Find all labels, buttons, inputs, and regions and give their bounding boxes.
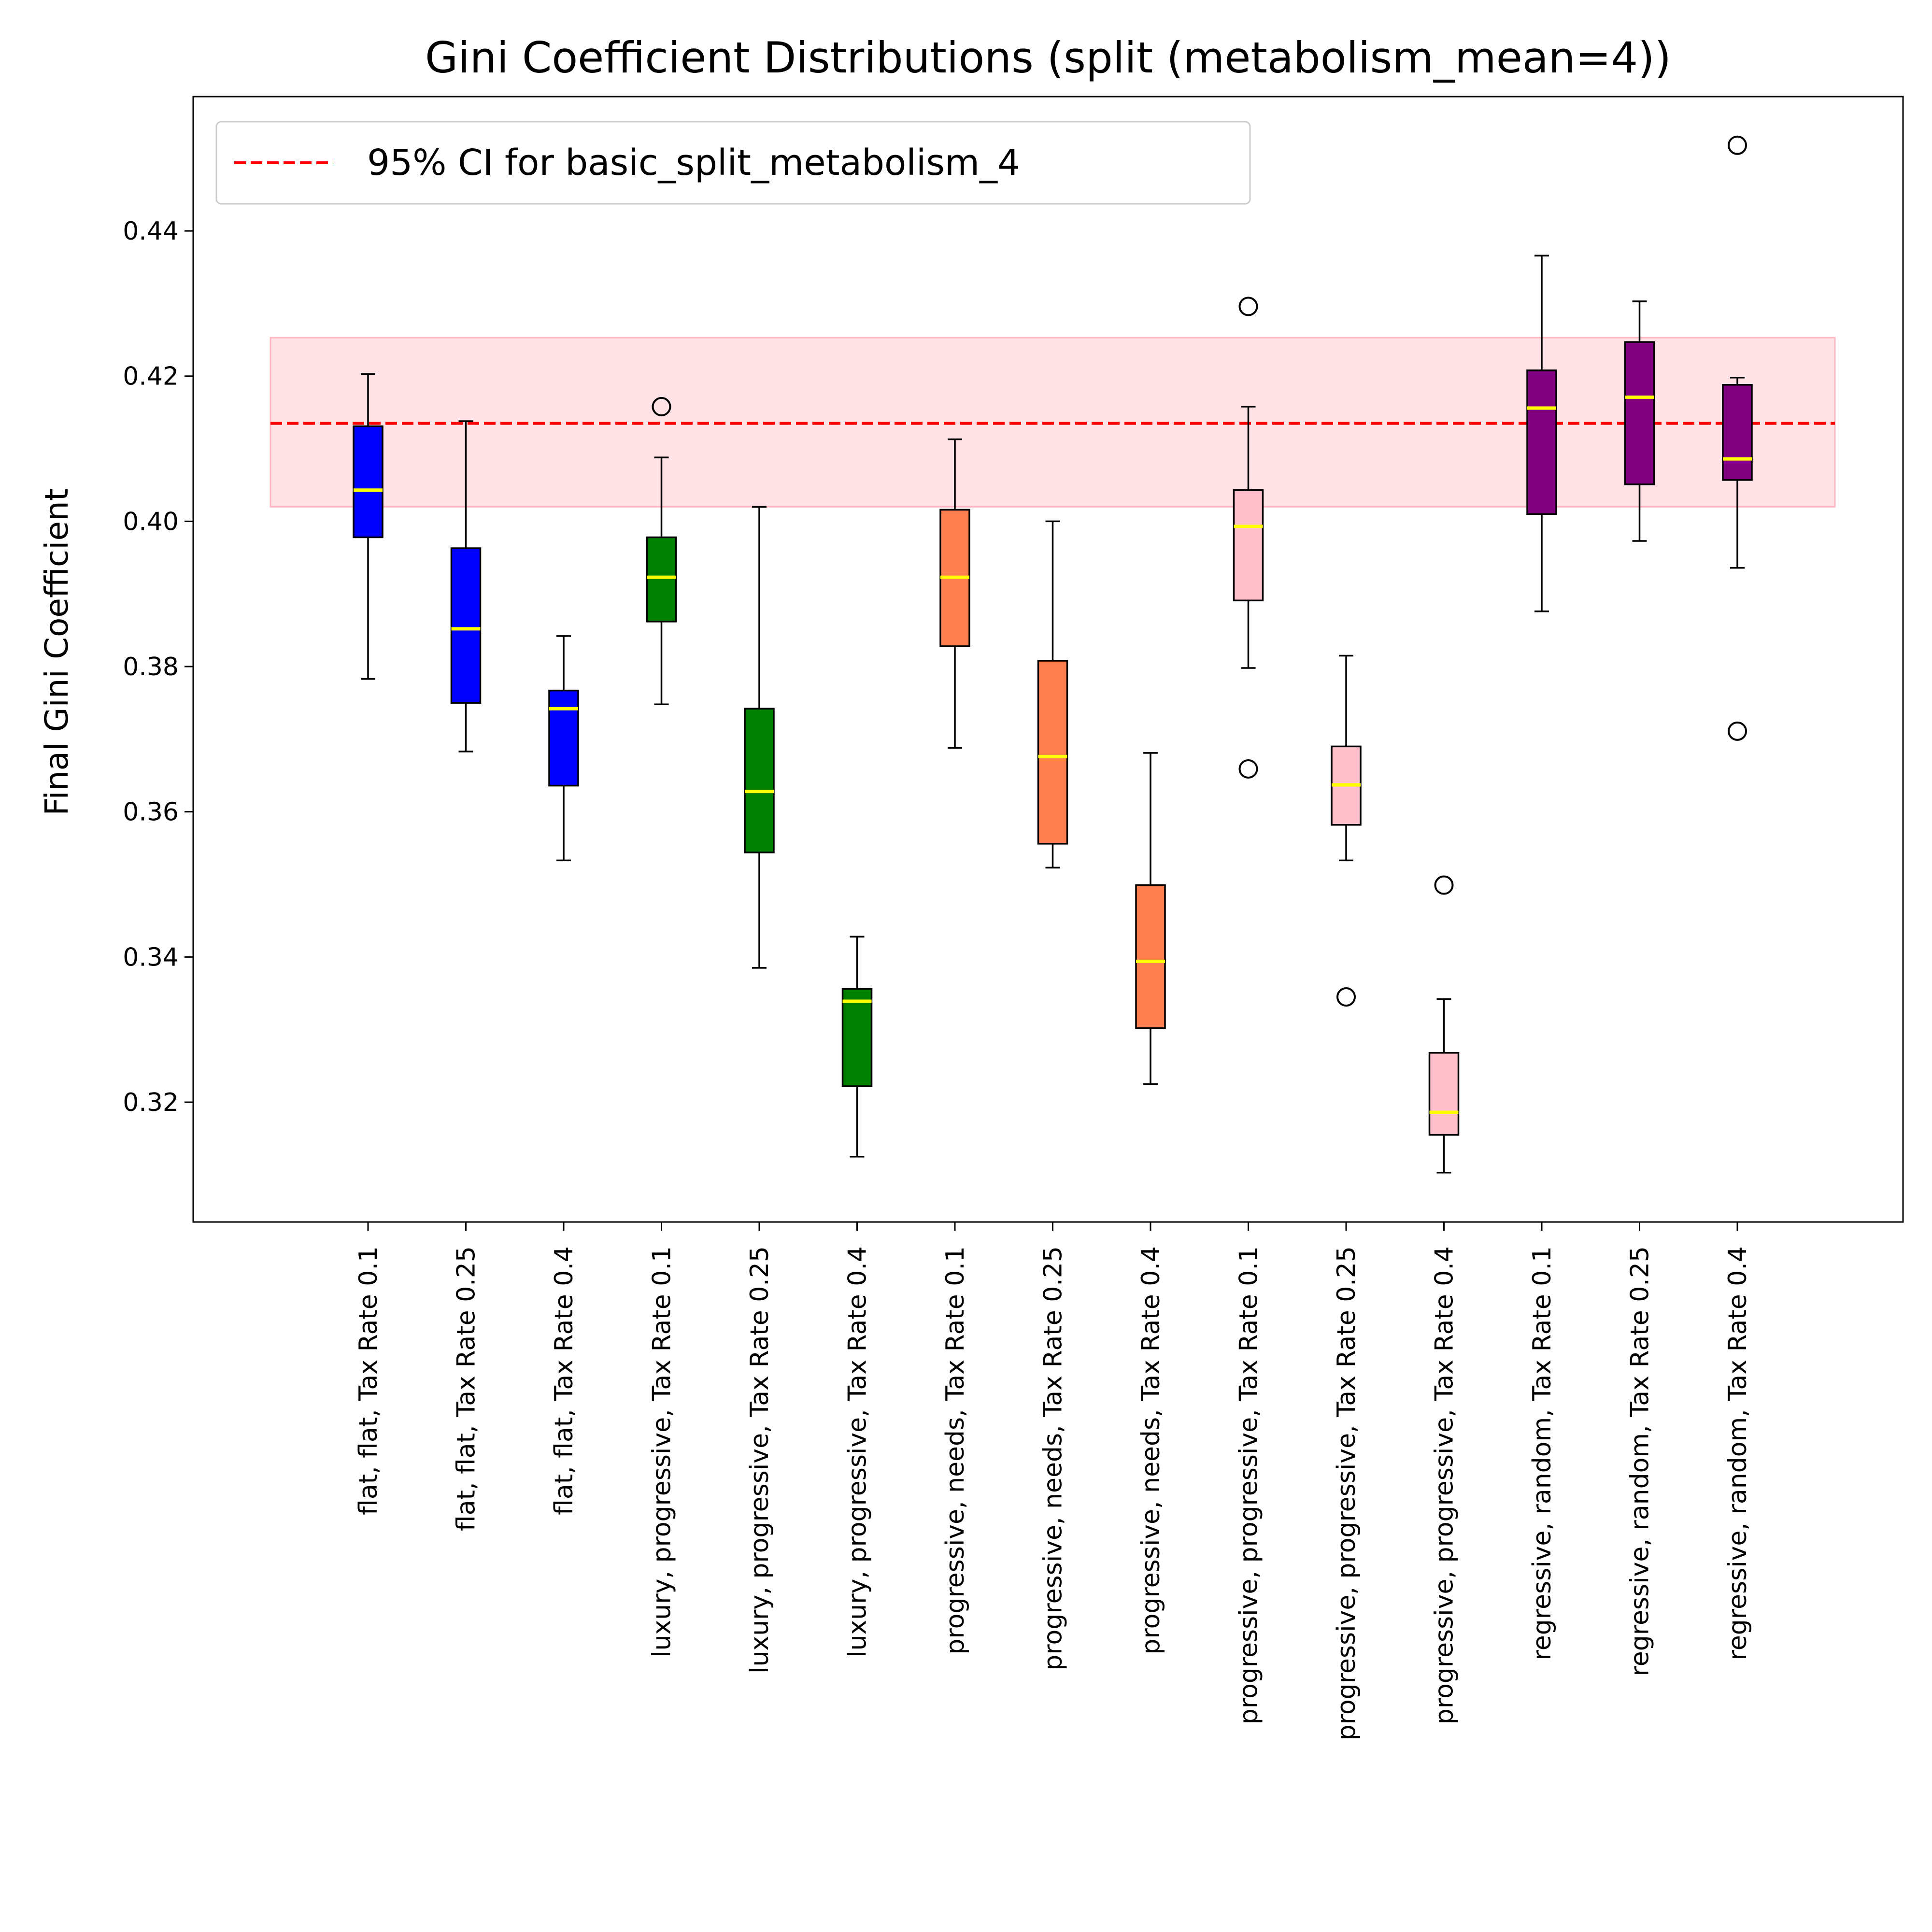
x-tick-label: regressive, random, Tax Rate 0.25 xyxy=(1626,1246,1655,1676)
box-group xyxy=(1526,255,1557,612)
x-tick-label: regressive, random, Tax Rate 0.4 xyxy=(1723,1246,1752,1660)
box-group xyxy=(1331,654,1362,1007)
box-body xyxy=(1526,369,1557,515)
y-tick-label: 0.32 xyxy=(123,1088,179,1117)
legend-frame xyxy=(215,121,1251,205)
box-group xyxy=(548,635,579,862)
x-axis: flat, flat, Tax Rate 0.1 flat, flat, Tax … xyxy=(354,1222,1752,1740)
x-tick-label: progressive, progressive, Tax Rate 0.4 xyxy=(1430,1246,1459,1724)
box-body xyxy=(450,547,482,704)
box-group xyxy=(1037,520,1068,869)
box-group xyxy=(646,397,677,705)
box-body xyxy=(1135,884,1166,1029)
box-body xyxy=(353,425,384,539)
y-tick-label: 0.40 xyxy=(123,507,179,536)
legend: 95% CI for basic_split_metabolism_4 xyxy=(215,121,1251,205)
box-body xyxy=(646,536,677,623)
box-body xyxy=(744,708,775,853)
y-tick-label: 0.36 xyxy=(123,798,179,827)
y-tick-label: 0.34 xyxy=(123,943,179,972)
x-tick-label: regressive, random, Tax Rate 0.1 xyxy=(1528,1246,1557,1660)
outlier-point xyxy=(1238,297,1258,316)
box-group xyxy=(1233,297,1264,779)
outlier-point xyxy=(1336,987,1356,1007)
box-body xyxy=(1233,489,1264,601)
x-tick-label: flat, flat, Tax Rate 0.4 xyxy=(550,1246,579,1515)
box-group xyxy=(1428,875,1460,1174)
box-body xyxy=(1428,1051,1460,1136)
ci-layer xyxy=(270,337,1836,508)
outlier-point xyxy=(652,397,671,416)
box-body xyxy=(548,689,579,787)
outlier-point xyxy=(1238,759,1258,779)
x-tick-label: luxury, progressive, Tax Rate 0.4 xyxy=(843,1246,872,1658)
box-group xyxy=(841,936,873,1158)
box-body xyxy=(1722,384,1753,481)
x-tick-label: progressive, progressive, Tax Rate 0.25 xyxy=(1332,1246,1361,1740)
y-axis-label: Final Gini Coefficient xyxy=(38,488,75,816)
x-tick-label: progressive, needs, Tax Rate 0.1 xyxy=(941,1246,970,1655)
box-body xyxy=(841,988,873,1087)
outlier-point xyxy=(1728,721,1747,741)
box-group xyxy=(1722,135,1753,741)
chart-title: Gini Coefficient Distributions (split (m… xyxy=(425,33,1671,83)
box-group xyxy=(1135,752,1166,1085)
box-group xyxy=(450,420,482,753)
x-tick-label: luxury, progressive, Tax Rate 0.1 xyxy=(648,1246,677,1658)
box-group xyxy=(1624,300,1655,542)
box-group xyxy=(353,373,384,680)
x-tick-label: flat, flat, Tax Rate 0.1 xyxy=(354,1246,383,1515)
legend-label: 95% CI for basic_split_metabolism_4 xyxy=(367,142,1020,184)
box-body xyxy=(1624,341,1655,485)
outlier-point xyxy=(1434,875,1454,895)
x-tick-label: flat, flat, Tax Rate 0.25 xyxy=(452,1246,481,1531)
x-tick-label: progressive, needs, Tax Rate 0.4 xyxy=(1136,1246,1165,1655)
y-tick-label: 0.38 xyxy=(123,653,179,682)
plot-frame xyxy=(192,96,1904,1223)
plot-area xyxy=(193,97,1903,1222)
outlier-point xyxy=(1728,135,1747,155)
box-body xyxy=(1037,660,1068,845)
y-tick-label: 0.42 xyxy=(123,362,179,391)
box-group xyxy=(939,438,970,749)
x-tick-label: progressive, needs, Tax Rate 0.25 xyxy=(1039,1246,1068,1671)
y-tick-label: 0.44 xyxy=(123,217,179,246)
y-axis: 0.32 0.34 0.36 0.38 0.40 0.42 0.44 xyxy=(123,217,193,1117)
box-group xyxy=(744,506,775,969)
x-tick-label: progressive, progressive, Tax Rate 0.1 xyxy=(1235,1246,1264,1724)
x-tick-label: luxury, progressive, Tax Rate 0.25 xyxy=(745,1246,774,1674)
boxes xyxy=(353,135,1753,1174)
